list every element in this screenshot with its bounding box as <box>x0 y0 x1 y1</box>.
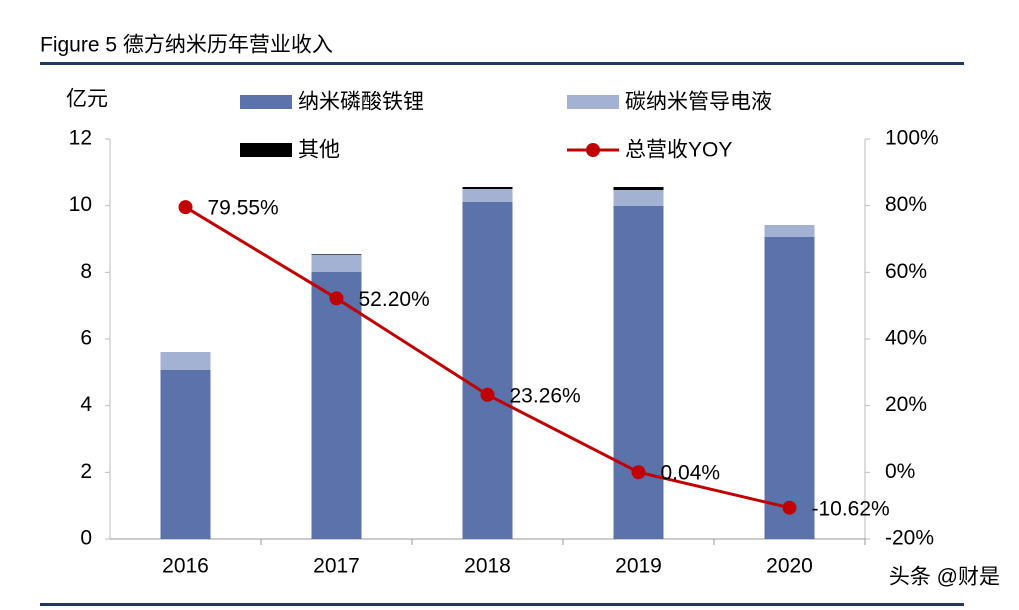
data-label: 52.20% <box>359 288 430 311</box>
y2-tick-label: 80% <box>885 193 927 216</box>
top-rule <box>40 62 964 65</box>
bar <box>160 352 211 370</box>
line-marker <box>631 465 646 480</box>
bar <box>764 237 815 539</box>
bar <box>764 225 815 237</box>
y2-tick-label: 100% <box>885 127 939 150</box>
legend-swatch <box>240 143 292 157</box>
data-label: 0.04% <box>661 462 721 485</box>
legend-label: 碳纳米管导电液 <box>625 91 772 114</box>
legend-marker <box>586 143 600 157</box>
bar <box>311 255 362 272</box>
y2-tick-label: 40% <box>885 327 927 350</box>
y-unit-label: 亿元 <box>66 88 108 111</box>
x-tick-label: 2019 <box>615 555 662 578</box>
bar <box>613 190 664 206</box>
y2-tick-label: 60% <box>885 260 927 283</box>
y-tick-label: 2 <box>80 460 92 483</box>
y2-tick-label: 20% <box>885 393 927 416</box>
legend-label: 总营收YOY <box>625 139 732 162</box>
y-tick-label: 10 <box>69 193 92 216</box>
y-tick-label: 12 <box>69 127 92 150</box>
bottom-rule <box>40 603 964 606</box>
data-label: -10.62% <box>812 497 890 520</box>
line-marker <box>178 200 193 215</box>
line-marker <box>480 387 495 402</box>
bar <box>311 254 362 255</box>
bar <box>613 187 664 190</box>
bar <box>311 272 362 539</box>
y-tick-label: 4 <box>80 393 92 416</box>
line-marker <box>782 500 797 515</box>
y2-tick-label: 0% <box>885 460 915 483</box>
watermark: 头条 @财是 <box>889 566 1000 589</box>
legend-swatch <box>240 95 292 109</box>
x-tick-label: 2016 <box>162 555 209 578</box>
y-tick-label: 0 <box>80 527 92 550</box>
y2-tick-label: -20% <box>885 527 934 550</box>
x-tick-label: 2018 <box>464 555 511 578</box>
legend-swatch <box>567 95 619 109</box>
x-tick-label: 2017 <box>313 555 360 578</box>
x-tick-label: 2020 <box>766 555 813 578</box>
bar <box>462 202 513 539</box>
data-label: 79.55% <box>208 197 279 220</box>
data-label: 23.26% <box>510 384 581 407</box>
bar <box>462 189 513 202</box>
bar <box>462 187 513 189</box>
bar <box>613 206 664 539</box>
bar <box>160 370 211 539</box>
y-tick-label: 8 <box>80 260 92 283</box>
legend-label: 纳米磷酸铁锂 <box>298 91 424 114</box>
y-tick-label: 6 <box>80 327 92 350</box>
chart-title: Figure 5 德方纳米历年营业收入 <box>40 34 333 57</box>
legend-label: 其他 <box>298 139 340 162</box>
line-marker <box>329 291 344 306</box>
